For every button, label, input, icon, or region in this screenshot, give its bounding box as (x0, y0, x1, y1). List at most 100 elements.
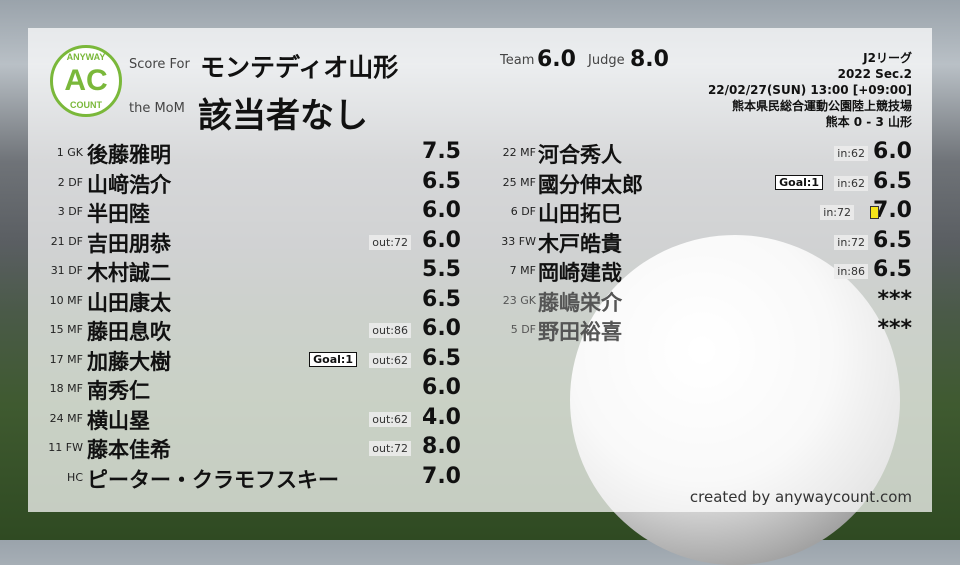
player-name: 藤嶋栄介 (538, 290, 622, 315)
player-row: 33 FW 木戸皓貴 6.5 in:72 (0, 227, 960, 256)
player-score: 6.0 (422, 198, 461, 223)
player-score: 5.5 (422, 257, 461, 282)
player-row: 24 MF 横山塁 4.0 out:62 (0, 404, 960, 433)
player-number: 22 (502, 146, 517, 159)
substitution-badge: in:62 (834, 146, 868, 161)
yellow-card-icon (870, 206, 879, 219)
judge-score: 8.0 (630, 47, 669, 72)
player-number: 23 (502, 293, 517, 307)
player-name: 山﨑浩介 (87, 172, 171, 197)
match-info: J2リーグ 2022 Sec.2 22/02/27(SUN) 13:00 [+0… (708, 50, 912, 130)
player-score: 6.0 (873, 139, 912, 164)
substitution-badge: in:72 (820, 205, 854, 220)
player-row: 7 MF 岡崎建哉 6.5 in:86 (0, 256, 960, 285)
player-score: 6.0 (422, 316, 461, 341)
player-position: MF (67, 352, 83, 366)
player-row: 18 MF 南秀仁 6.0 (0, 374, 960, 403)
player-position: MF (67, 323, 83, 336)
substitution-badge: out:86 (369, 323, 411, 338)
player-score: 6.5 (422, 345, 461, 371)
substitution-badge: in:62 (834, 175, 868, 191)
team-label: Team (500, 53, 535, 68)
player-name: 木村誠二 (87, 261, 171, 285)
player-number-position: 23 GK (503, 294, 536, 307)
substitution-badge: out:72 (369, 234, 411, 250)
player-position: MF (67, 382, 83, 395)
team-score: 6.0 (537, 47, 576, 72)
logo-bottom-text: COUNT (70, 100, 102, 110)
player-score: 6.0 (422, 375, 461, 400)
mom-name: 該当者なし (198, 96, 368, 136)
player-row: 6 DF 山田拓巳 7.0 in:72 (0, 197, 960, 226)
section: 2022 Sec.2 (837, 67, 912, 81)
match-datetime: 22/02/27(SUN) 13:00 [+09:00] (707, 83, 912, 97)
player-name: 後藤雅明 (87, 143, 171, 167)
player-score: 4.0 (422, 404, 461, 430)
player-number: 7 (509, 264, 517, 277)
player-score: 6.5 (422, 168, 461, 194)
player-number: 31 (50, 264, 65, 277)
player-number: 11 (48, 441, 63, 454)
player-row: 10 MF 山田康太 6.5 (0, 286, 960, 315)
player-number: 15 (49, 323, 64, 336)
player-position: DF (521, 323, 536, 336)
substitution-badge: out:72 (369, 441, 411, 456)
player-position: MF (520, 146, 536, 159)
player-number: 6 (510, 205, 518, 218)
player-position: DF (68, 205, 83, 218)
player-number-position: 1 GK (57, 146, 83, 159)
player-number-position: 7 MF (510, 264, 536, 277)
player-number-position: 3 DF (58, 205, 83, 218)
player-score: 7.5 (422, 139, 461, 164)
player-name: 山田拓巳 (538, 202, 622, 226)
score-panel (28, 28, 932, 512)
player-row: 11 FW 藤本佳希 8.0 out:72 (0, 433, 960, 462)
anywaycount-logo: ANYWAY AC COUNT (50, 45, 122, 117)
player-score: 6.0 (422, 227, 461, 253)
player-row: 21 DF 吉田朋恭 6.0 out:72 (0, 227, 960, 256)
player-position: GK (520, 293, 536, 307)
player-row: 17 MF 加藤大樹 6.5 out:62 Goal:1 (0, 345, 960, 374)
player-score: 7.0 (422, 463, 461, 489)
logo-top-text: ANYWAY (66, 52, 106, 62)
player-number-position: HC (67, 471, 83, 484)
player-number-position: 33 FW (501, 235, 536, 248)
player-number-position: 24 MF (50, 412, 83, 425)
player-name: 河合秀人 (538, 143, 622, 167)
player-score: *** (877, 286, 912, 312)
player-score: 6.5 (873, 227, 912, 253)
player-name: 藤本佳希 (87, 438, 171, 462)
match-result: 熊本 0 - 3 山形 (825, 115, 912, 129)
mom-label: the MoM (129, 101, 185, 116)
player-position: MF (67, 411, 83, 425)
player-name: ピーター・クラモフスキー (87, 467, 339, 492)
player-position: DF (521, 205, 536, 218)
player-score: 8.0 (422, 434, 461, 459)
goal-badge: Goal:1 (775, 174, 823, 190)
player-row: 25 MF 國分伸太郎 6.5 in:62 Goal:1 (0, 168, 960, 197)
player-row: 23 GK 藤嶋栄介 *** (0, 286, 960, 315)
goal-badge: Goal:1 (309, 351, 357, 367)
player-name: 藤田息吹 (87, 320, 171, 344)
player-score: 6.5 (873, 168, 912, 194)
player-name: 横山塁 (87, 408, 150, 433)
player-number-position: 11 FW (48, 441, 83, 454)
player-number: 2 (57, 175, 65, 189)
player-position: MF (67, 293, 83, 307)
player-position: DF (68, 234, 83, 248)
player-number: 3 (57, 205, 65, 218)
judge-label: Judge (588, 53, 625, 68)
league: J2リーグ (863, 51, 912, 65)
player-number-position: 25 MF (503, 176, 536, 189)
player-row: 1 GK 後藤雅明 7.5 (0, 138, 960, 167)
player-position: MF (520, 264, 536, 277)
player-score: *** (877, 316, 912, 341)
player-number: 21 (50, 234, 65, 248)
player-number-position: 15 MF (50, 323, 83, 336)
player-row: 2 DF 山﨑浩介 6.5 (0, 168, 960, 197)
player-position: DF (68, 264, 83, 277)
venue: 熊本県民総合運動公園陸上競技場 (731, 99, 912, 113)
substitution-badge: in:86 (834, 264, 868, 279)
team-name: モンテディオ山形 (200, 53, 399, 82)
substitution-badge: out:62 (369, 352, 411, 368)
